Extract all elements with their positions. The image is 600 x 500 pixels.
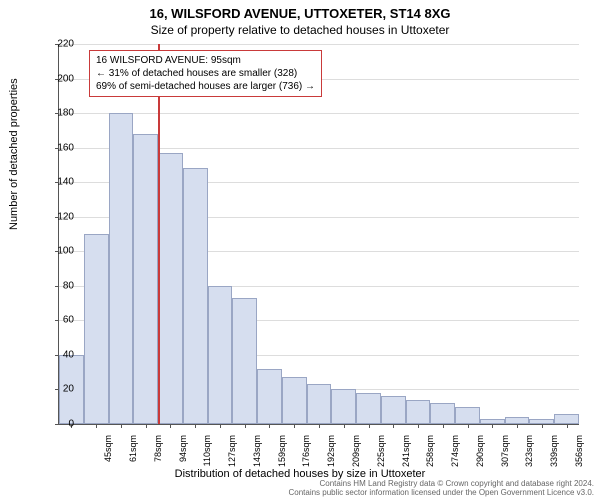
grid-line bbox=[59, 44, 579, 45]
bar bbox=[158, 153, 183, 424]
bar bbox=[183, 168, 208, 424]
xtick-mark bbox=[245, 424, 246, 428]
xtick-mark bbox=[294, 424, 295, 428]
ytick-label: 100 bbox=[44, 246, 74, 257]
bar bbox=[331, 389, 356, 424]
ytick-label: 0 bbox=[44, 419, 74, 430]
annotation-line-2: ← 31% of detached houses are smaller (32… bbox=[96, 67, 315, 80]
bar bbox=[356, 393, 381, 424]
bar bbox=[430, 403, 455, 424]
xtick-mark bbox=[269, 424, 270, 428]
xtick-label: 323sqm bbox=[524, 435, 534, 475]
xtick-label: 258sqm bbox=[425, 435, 435, 475]
xtick-mark bbox=[220, 424, 221, 428]
xtick-label: 192sqm bbox=[326, 435, 336, 475]
bar bbox=[455, 407, 480, 424]
ytick-label: 120 bbox=[44, 211, 74, 222]
annotation-box: 16 WILSFORD AVENUE: 95sqm ← 31% of detac… bbox=[89, 50, 322, 97]
bar bbox=[282, 377, 307, 424]
xtick-mark bbox=[443, 424, 444, 428]
xtick-label: 61sqm bbox=[128, 435, 138, 475]
xtick-mark bbox=[121, 424, 122, 428]
xtick-mark bbox=[195, 424, 196, 428]
xtick-label: 45sqm bbox=[103, 435, 113, 475]
xtick-mark bbox=[369, 424, 370, 428]
xtick-mark bbox=[96, 424, 97, 428]
property-marker-line bbox=[158, 44, 160, 424]
bar bbox=[381, 396, 406, 424]
xtick-label: 159sqm bbox=[277, 435, 287, 475]
ytick-label: 160 bbox=[44, 142, 74, 153]
xtick-label: 127sqm bbox=[227, 435, 237, 475]
xtick-mark bbox=[146, 424, 147, 428]
xtick-label: 209sqm bbox=[351, 435, 361, 475]
xtick-label: 274sqm bbox=[450, 435, 460, 475]
chart-container: 16, WILSFORD AVENUE, UTTOXETER, ST14 8XG… bbox=[0, 0, 600, 500]
xtick-mark bbox=[393, 424, 394, 428]
bar bbox=[84, 234, 109, 424]
xtick-mark bbox=[418, 424, 419, 428]
bar bbox=[208, 286, 233, 424]
xtick-label: 94sqm bbox=[178, 435, 188, 475]
bar bbox=[257, 369, 282, 424]
plot-area: 16 WILSFORD AVENUE: 95sqm ← 31% of detac… bbox=[58, 44, 579, 425]
bar bbox=[307, 384, 332, 424]
ytick-label: 20 bbox=[44, 384, 74, 395]
ytick-label: 40 bbox=[44, 349, 74, 360]
xtick-mark bbox=[517, 424, 518, 428]
xtick-mark bbox=[319, 424, 320, 428]
bar bbox=[109, 113, 134, 424]
footer-attribution: Contains HM Land Registry data © Crown c… bbox=[288, 479, 594, 498]
ytick-label: 200 bbox=[44, 73, 74, 84]
xtick-label: 241sqm bbox=[401, 435, 411, 475]
ytick-label: 180 bbox=[44, 108, 74, 119]
annotation-line-1: 16 WILSFORD AVENUE: 95sqm bbox=[96, 54, 315, 67]
chart-subtitle: Size of property relative to detached ho… bbox=[0, 21, 600, 41]
ytick-label: 140 bbox=[44, 177, 74, 188]
xtick-label: 356sqm bbox=[574, 435, 584, 475]
xtick-label: 110sqm bbox=[202, 435, 212, 475]
annotation-line-3: 69% of semi-detached houses are larger (… bbox=[96, 80, 315, 93]
ytick-label: 220 bbox=[44, 39, 74, 50]
footer-line-1: Contains HM Land Registry data © Crown c… bbox=[288, 479, 594, 489]
xtick-label: 78sqm bbox=[153, 435, 163, 475]
footer-line-2: Contains public sector information licen… bbox=[288, 488, 594, 498]
bar bbox=[406, 400, 431, 424]
bar bbox=[505, 417, 530, 424]
bar bbox=[133, 134, 158, 424]
xtick-label: 339sqm bbox=[549, 435, 559, 475]
xtick-mark bbox=[468, 424, 469, 428]
xtick-label: 225sqm bbox=[376, 435, 386, 475]
xtick-mark bbox=[492, 424, 493, 428]
xtick-mark bbox=[170, 424, 171, 428]
xtick-mark bbox=[567, 424, 568, 428]
xtick-label: 143sqm bbox=[252, 435, 262, 475]
chart-title: 16, WILSFORD AVENUE, UTTOXETER, ST14 8XG bbox=[0, 0, 600, 21]
xtick-mark bbox=[344, 424, 345, 428]
bar bbox=[554, 414, 579, 424]
ytick-label: 60 bbox=[44, 315, 74, 326]
xtick-mark bbox=[542, 424, 543, 428]
xtick-label: 176sqm bbox=[301, 435, 311, 475]
xtick-label: 307sqm bbox=[500, 435, 510, 475]
grid-line bbox=[59, 113, 579, 114]
bar bbox=[232, 298, 257, 424]
xtick-label: 290sqm bbox=[475, 435, 485, 475]
y-axis-label: Number of detached properties bbox=[8, 78, 20, 230]
ytick-label: 80 bbox=[44, 280, 74, 291]
